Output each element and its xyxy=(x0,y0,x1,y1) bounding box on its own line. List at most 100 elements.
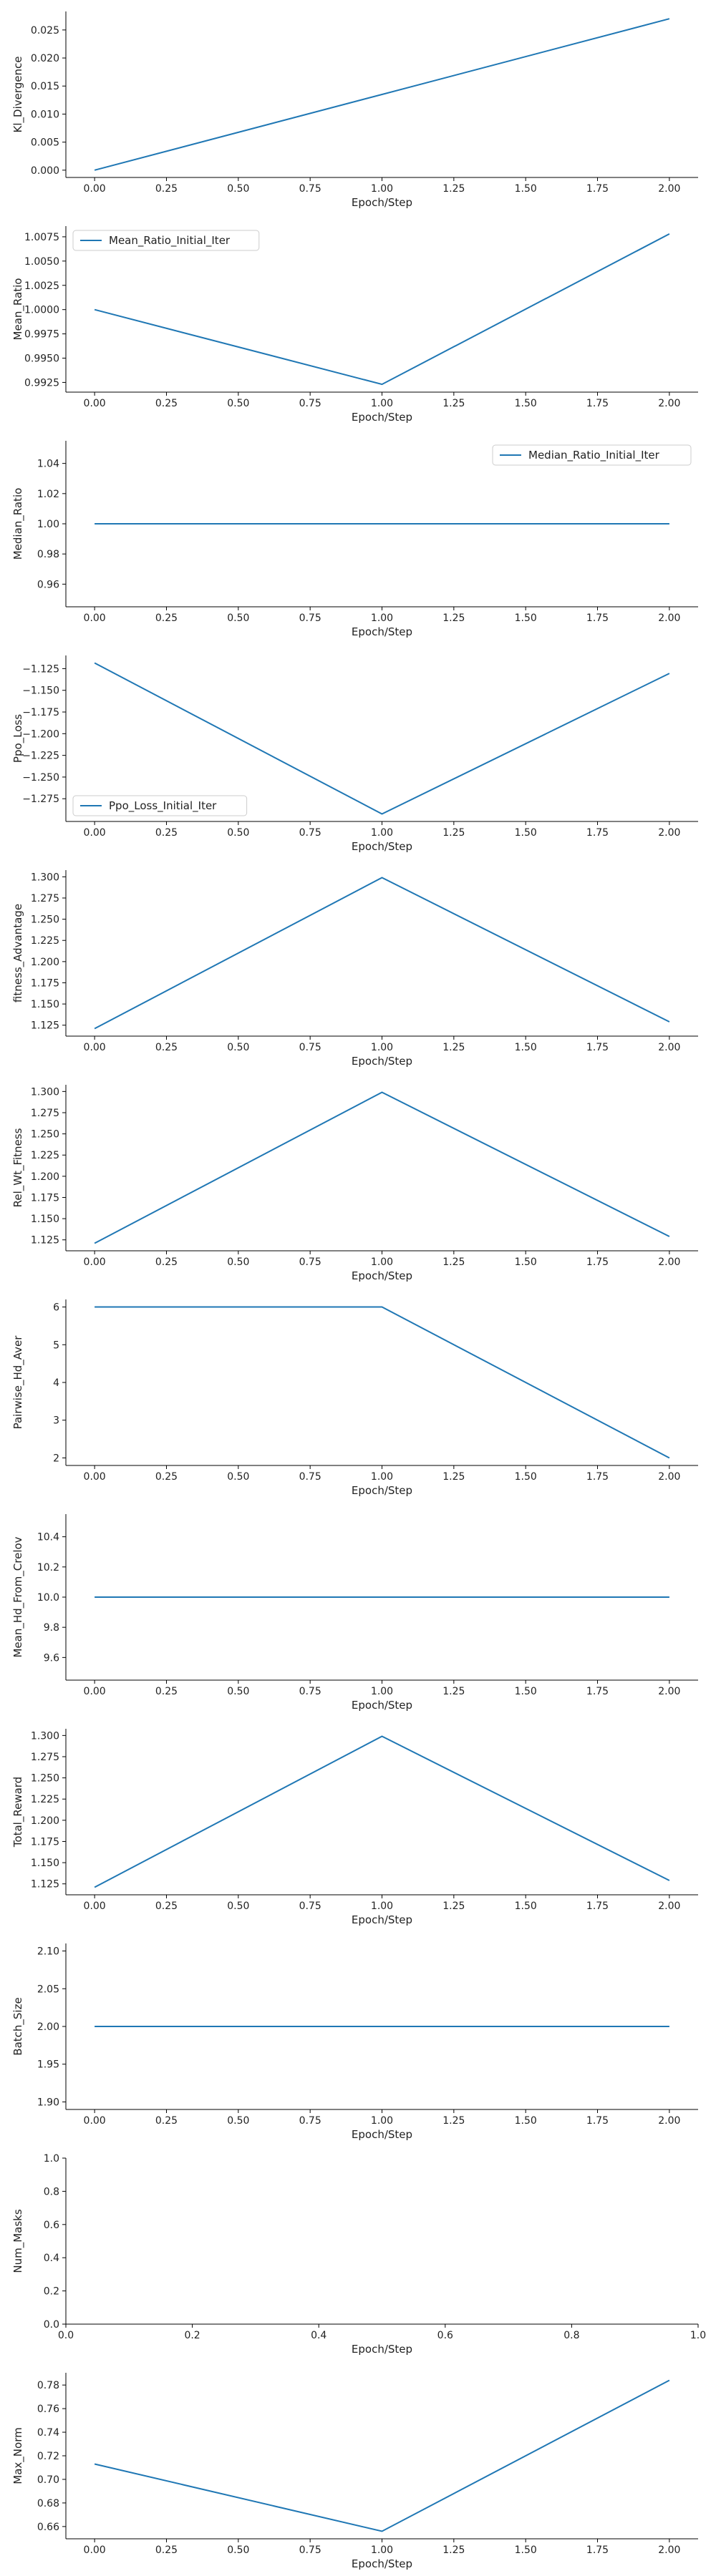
y-tick-label: 0.78 xyxy=(37,2380,59,2391)
x-tick-label: 0.2 xyxy=(184,2330,200,2341)
y-tick-label: 1.175 xyxy=(31,1836,59,1848)
x-tick-label: 0.25 xyxy=(155,2115,178,2127)
y-tick-label: 1.250 xyxy=(31,914,59,926)
x-tick-label: 0.25 xyxy=(155,398,178,409)
y-tick-label: 1.225 xyxy=(31,935,59,947)
y-tick-label: 1.02 xyxy=(37,489,59,500)
y-tick-label: 1.175 xyxy=(31,1192,59,1204)
x-tick-label: 1.50 xyxy=(515,2115,537,2127)
x-tick-label: 0.75 xyxy=(299,2115,321,2127)
y-tick-label: 1.300 xyxy=(31,872,59,883)
x-tick-label: 0.25 xyxy=(155,613,178,624)
y-tick-label: 1.275 xyxy=(31,893,59,904)
x-tick-label: 1.00 xyxy=(371,1471,393,1483)
legend: Ppo_Loss_Initial_Iter xyxy=(72,795,248,816)
y-tick-label: −1.200 xyxy=(22,728,59,740)
y-tick-label: 1.275 xyxy=(31,1752,59,1763)
x-tick-label: 0.75 xyxy=(299,1471,321,1483)
y-axis-label: Total_Reward xyxy=(11,1777,25,1848)
chart-panel-8: 0.00 0.25 0.50 0.75 1.00 1.25 1.50 1.75 2.00 9.6 9… xyxy=(11,1514,698,1712)
legend: Mean_Ratio_Initial_Iter xyxy=(72,230,260,251)
y-axis-label: Pairwise_Hd_Aver xyxy=(11,1335,25,1430)
x-tick-label: 0.75 xyxy=(299,183,321,195)
x-tick-label: 1.75 xyxy=(586,1471,609,1483)
x-tick-label: 0.25 xyxy=(155,1686,178,1697)
y-tick-label: 1.125 xyxy=(31,1879,59,1890)
x-axis-label: Epoch/Step xyxy=(352,1484,412,1497)
y-tick-label: 0.68 xyxy=(37,2498,59,2509)
x-tick-label: 0.00 xyxy=(84,613,106,624)
y-tick-label: 1.0 xyxy=(44,2153,59,2165)
legend-entry: Median_Ratio_Initial_Iter xyxy=(528,449,660,462)
x-tick-label: 1.75 xyxy=(586,1257,609,1268)
x-tick-label: 2.00 xyxy=(658,1042,680,1053)
x-tick-label: 1.50 xyxy=(515,1257,537,1268)
x-tick-label: 0.75 xyxy=(299,2545,321,2556)
legend-box xyxy=(72,795,248,816)
y-tick-label: 0.020 xyxy=(31,53,59,64)
y-tick-label: −1.275 xyxy=(22,794,59,805)
y-tick-label: 10.4 xyxy=(37,1532,59,1543)
y-axis-label: Batch_Size xyxy=(11,1997,25,2055)
x-tick-label: 1.00 xyxy=(371,1901,393,1912)
y-tick-label: 2 xyxy=(53,1453,59,1464)
y-tick-label: 3 xyxy=(53,1415,59,1427)
x-tick-label: 2.00 xyxy=(658,1257,680,1268)
y-tick-label: 1.0025 xyxy=(24,280,59,292)
y-tick-label: 1.175 xyxy=(31,977,59,989)
y-tick-label: 6 xyxy=(53,1302,59,1314)
x-tick-label: 0.00 xyxy=(84,183,106,195)
y-tick-label: 0.9975 xyxy=(24,329,59,341)
chart-panel-5: 0.00 0.25 0.50 0.75 1.00 1.25 1.50 1.75 2.00 1.12… xyxy=(11,870,698,1068)
y-tick-label: 0.8 xyxy=(44,2186,59,2197)
x-axis-label: Epoch/Step xyxy=(352,196,412,209)
chart-panel-1: 0.00 0.25 0.50 0.75 1.00 1.25 1.50 1.75 2.00 0.00… xyxy=(11,11,698,209)
x-tick-label: 0.25 xyxy=(155,1901,178,1912)
x-tick-label: 0.25 xyxy=(155,2545,178,2556)
x-tick-label: 0.6 xyxy=(437,2330,453,2341)
x-tick-label: 1.00 xyxy=(371,398,393,409)
x-tick-label: 1.50 xyxy=(515,1686,537,1697)
x-tick-label: 1.50 xyxy=(515,613,537,624)
x-tick-label: 0.25 xyxy=(155,1471,178,1483)
y-tick-label: 1.95 xyxy=(37,2059,59,2071)
series-line xyxy=(94,1735,670,1888)
x-tick-label: 0.75 xyxy=(299,1042,321,1053)
x-axis-label: Epoch/Step xyxy=(352,1269,412,1282)
y-tick-label: −1.175 xyxy=(22,707,59,718)
x-tick-label: 2.00 xyxy=(658,827,680,839)
x-tick-label: 1.25 xyxy=(442,2545,465,2556)
x-tick-label: 1.00 xyxy=(371,613,393,624)
x-tick-label: 0.50 xyxy=(227,1471,249,1483)
y-tick-label: 1.300 xyxy=(31,1730,59,1742)
legend-entry: Ppo_Loss_Initial_Iter xyxy=(109,799,217,813)
chart-panel-11: 0.0 0.2 0.4 0.6 0.8 1.0 0.0 0.2 0.4 0.6 0.8 1.0 Epoc… xyxy=(11,2153,706,2356)
x-axis-label: Epoch/Step xyxy=(352,840,412,853)
x-axis-label: Epoch/Step xyxy=(352,1913,412,1926)
x-tick-label: 1.25 xyxy=(442,398,465,409)
y-axis-label: Rel_Wt_Fitness xyxy=(11,1128,25,1207)
x-tick-label: 0.50 xyxy=(227,398,249,409)
x-tick-label: 1.00 xyxy=(371,1257,393,1268)
x-tick-label: 1.25 xyxy=(442,827,465,839)
y-tick-label: 1.250 xyxy=(31,1129,59,1141)
x-tick-label: 1.25 xyxy=(442,2115,465,2127)
series-line xyxy=(94,662,670,815)
y-tick-label: 1.0075 xyxy=(24,232,59,243)
y-tick-label: 0.010 xyxy=(31,109,59,120)
x-tick-label: 0.50 xyxy=(227,1901,249,1912)
x-tick-label: 0.50 xyxy=(227,1686,249,1697)
x-tick-label: 1.75 xyxy=(586,1042,609,1053)
x-tick-label: 0.4 xyxy=(311,2330,326,2341)
y-tick-label: 1.0050 xyxy=(24,256,59,268)
y-tick-label: 1.125 xyxy=(31,1020,59,1032)
y-tick-label: 0.98 xyxy=(37,549,59,560)
x-tick-label: 0.25 xyxy=(155,183,178,195)
y-tick-label: 0.015 xyxy=(31,81,59,92)
x-tick-label: 0.50 xyxy=(227,1257,249,1268)
x-tick-label: 1.50 xyxy=(515,1471,537,1483)
y-tick-label: 0.025 xyxy=(31,25,59,36)
y-tick-label: 1.225 xyxy=(31,1150,59,1161)
x-tick-label: 1.75 xyxy=(586,827,609,839)
x-tick-label: 1.00 xyxy=(371,827,393,839)
